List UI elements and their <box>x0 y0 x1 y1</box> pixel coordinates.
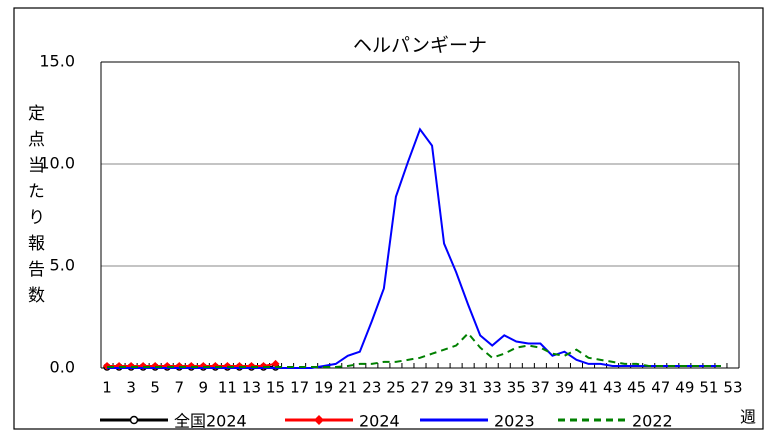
x-tick-label: 43 <box>603 379 622 397</box>
x-tick-label: 33 <box>483 379 502 397</box>
x-tick-label: 51 <box>699 379 718 397</box>
x-axis-title: 週 <box>740 408 756 427</box>
legend-marker <box>314 415 324 425</box>
series-line <box>107 331 721 368</box>
x-tick-label: 37 <box>531 379 550 397</box>
x-tick-label: 3 <box>126 379 136 397</box>
y-tick-label: 5.0 <box>50 256 75 275</box>
x-tick-label: 11 <box>218 379 237 397</box>
x-tick-label: 25 <box>386 379 405 397</box>
y-tick-label: 15.0 <box>39 52 75 71</box>
x-tick-label: 39 <box>555 379 574 397</box>
x-tick-label: 27 <box>410 379 429 397</box>
legend-label: 2022 <box>632 412 673 430</box>
x-tick-label: 29 <box>435 379 454 397</box>
x-tick-label: 35 <box>507 379 526 397</box>
x-tick-label: 7 <box>174 379 184 397</box>
x-tick-label: 47 <box>651 379 670 397</box>
frame <box>13 7 764 430</box>
x-tick-label: 1 <box>102 379 112 397</box>
x-tick-label: 21 <box>338 379 357 397</box>
x-tick-label: 13 <box>242 379 261 397</box>
x-tick-label: 17 <box>290 379 309 397</box>
x-tick-label: 53 <box>723 379 742 397</box>
x-tick-label: 5 <box>150 379 160 397</box>
x-tick-label: 23 <box>362 379 381 397</box>
chart-title: ヘルパンギーナ <box>353 35 487 57</box>
x-tick-label: 19 <box>314 379 333 397</box>
x-tick-label: 31 <box>459 379 478 397</box>
point <box>271 359 280 368</box>
y-tick-label: 10.0 <box>39 154 75 173</box>
x-tick-label: 41 <box>579 379 598 397</box>
legend-marker <box>129 415 139 425</box>
x-tick-label: 45 <box>627 379 646 397</box>
legend-label: 2023 <box>494 412 535 430</box>
x-tick-label: 49 <box>675 379 694 397</box>
series-line <box>107 127 721 369</box>
legend-label: 2024 <box>359 412 400 430</box>
y-tick-label: 0.0 <box>50 358 75 377</box>
x-tick-label: 15 <box>266 379 285 397</box>
y-axis-title: 定点当たり報告数 <box>24 104 45 312</box>
legend-label: 全国2024 <box>174 412 247 430</box>
x-tick-label: 9 <box>199 379 209 397</box>
